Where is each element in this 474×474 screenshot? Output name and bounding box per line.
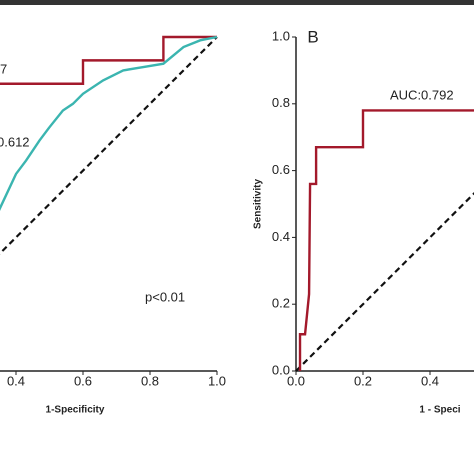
roc-curve bbox=[298, 109, 474, 371]
x-axis-label: 1-Specificity bbox=[46, 405, 105, 416]
x-tick-label: 0.6 bbox=[74, 373, 92, 388]
y-axis-label: Sensitivity bbox=[253, 179, 264, 229]
annotation: 0.612 bbox=[0, 134, 30, 149]
x-axis-label: 1 - Speci bbox=[419, 405, 460, 416]
y-tick-label: 0.6 bbox=[272, 162, 290, 177]
roc-curve bbox=[0, 35, 217, 85]
panel-title: B bbox=[307, 27, 318, 46]
top-border bbox=[0, 0, 474, 5]
y-tick-label: 1.0 bbox=[272, 28, 290, 43]
reference-line bbox=[0, 36, 218, 255]
x-tick-label: 0.2 bbox=[354, 373, 372, 388]
y-tick-label: 0.0 bbox=[272, 362, 290, 377]
y-tick-label: 0.4 bbox=[272, 229, 290, 244]
y-tick-label: 0.2 bbox=[272, 296, 290, 311]
annotation: p<0.01 bbox=[145, 289, 185, 304]
annotation: 7 bbox=[0, 61, 7, 76]
y-tick-label: 0.8 bbox=[272, 95, 290, 110]
x-tick-label: 1.0 bbox=[208, 373, 226, 388]
roc-curve bbox=[0, 35, 218, 211]
annotation: AUC:0.792 bbox=[390, 87, 454, 102]
x-tick-label: 0.0 bbox=[287, 373, 305, 388]
x-tick-label: 0.4 bbox=[7, 373, 25, 388]
x-tick-label: 0.4 bbox=[421, 373, 439, 388]
x-tick-label: 0.8 bbox=[141, 373, 159, 388]
